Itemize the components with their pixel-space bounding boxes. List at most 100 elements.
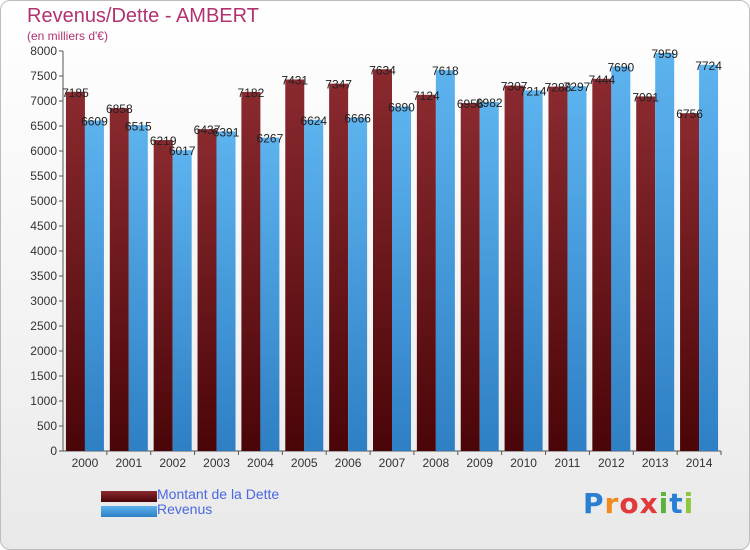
- x-tick-label: 2000: [72, 456, 99, 470]
- bar-dette: [636, 96, 656, 451]
- data-label-dette: 6958: [457, 97, 484, 111]
- bar-revenus: [567, 86, 587, 452]
- bar-revenus: [84, 120, 104, 452]
- bar-dette: [285, 79, 305, 451]
- bar-dette: [241, 91, 261, 452]
- data-label-dette: 7347: [325, 78, 352, 92]
- x-tick-label: 2003: [203, 456, 230, 470]
- logo-letter: x: [639, 487, 659, 520]
- bar-revenus: [392, 106, 411, 451]
- data-label-revenus: 6666: [344, 112, 371, 126]
- x-tick-label: 2004: [247, 456, 274, 470]
- data-label-revenus: 6267: [257, 132, 284, 146]
- y-tick-label: 1000: [30, 394, 57, 408]
- x-tick-label: 2002: [159, 456, 186, 470]
- y-tick-label: 2500: [30, 319, 57, 333]
- bar-dette: [373, 69, 392, 452]
- proxiti-logo: Proxiti: [583, 487, 694, 520]
- data-label-revenus: 7690: [607, 61, 634, 75]
- x-tick-label: 2011: [555, 456, 581, 470]
- bar-dette: [197, 129, 217, 451]
- y-tick-label: 0: [50, 444, 57, 458]
- data-label-dette: 6858: [106, 102, 133, 116]
- data-label-dette: 6219: [150, 134, 177, 148]
- y-tick-label: 5500: [30, 169, 57, 183]
- bar-revenus: [260, 137, 280, 451]
- y-tick-label: 2000: [30, 344, 57, 358]
- bar-dette: [329, 83, 349, 452]
- bar-revenus: [523, 90, 543, 452]
- bar-dette: [65, 91, 85, 451]
- logo-letter: i: [683, 487, 695, 520]
- data-label-revenus: 7297: [564, 80, 591, 94]
- bar-revenus: [611, 66, 631, 451]
- data-label-revenus: 6515: [125, 119, 152, 133]
- y-tick-label: 500: [37, 419, 57, 433]
- logo-letter: r: [604, 487, 620, 520]
- legend-swatch-dette: [101, 491, 157, 502]
- x-tick-label: 2010: [510, 456, 537, 470]
- x-tick-label: 2014: [686, 456, 713, 470]
- bar-dette: [416, 94, 436, 452]
- bar-revenus: [699, 64, 719, 452]
- data-label-revenus: 6624: [300, 114, 327, 128]
- bar-revenus: [128, 125, 148, 451]
- legend-label-dette: Montant de la Dette: [157, 486, 280, 502]
- bar-revenus: [172, 150, 192, 451]
- data-label-revenus: 7724: [695, 59, 722, 73]
- data-label-dette: 6756: [676, 107, 703, 121]
- data-label-revenus: 6890: [388, 101, 415, 115]
- data-label-revenus: 7959: [651, 47, 678, 61]
- y-tick-label: 1500: [30, 369, 57, 383]
- y-tick-label: 7500: [30, 69, 57, 83]
- data-label-dette: 7091: [632, 90, 659, 104]
- data-label-revenus: 6017: [169, 144, 196, 158]
- y-tick-label: 6500: [30, 119, 57, 133]
- x-tick-label: 2001: [115, 456, 142, 470]
- x-tick-label: 2005: [291, 456, 318, 470]
- y-tick-label: 3500: [30, 269, 57, 283]
- logo-letter: i: [658, 487, 670, 520]
- legend-label-revenus: Revenus: [157, 501, 213, 517]
- chart-subtitle: (en milliers d'€): [27, 29, 108, 43]
- data-label-dette: 7431: [281, 73, 308, 87]
- y-tick-label: 8000: [30, 44, 57, 58]
- x-tick-label: 2013: [642, 456, 669, 470]
- bar-revenus: [304, 119, 324, 452]
- data-label-revenus: 7618: [432, 64, 459, 78]
- bar-dette: [460, 103, 480, 451]
- x-tick-label: 2006: [335, 456, 362, 470]
- data-label-dette: 7288: [545, 81, 572, 95]
- chart-title: Revenus/Dette - AMBERT: [27, 5, 259, 27]
- data-label-dette: 6437: [194, 123, 221, 137]
- bar-dette: [153, 140, 173, 452]
- data-label-dette: 7634: [369, 63, 396, 77]
- data-label-revenus: 6982: [476, 96, 503, 110]
- logo-letter: t: [669, 487, 684, 520]
- bar-dette: [109, 108, 129, 451]
- bar-dette: [592, 78, 612, 452]
- y-tick-label: 4000: [30, 244, 57, 258]
- logo-letter: P: [583, 487, 605, 520]
- bar-revenus: [348, 117, 368, 451]
- y-tick-label: 6000: [30, 144, 57, 158]
- bar-dette: [680, 113, 700, 451]
- data-label-revenus: 7214: [520, 84, 547, 98]
- y-tick-label: 5000: [30, 194, 57, 208]
- y-tick-label: 3000: [30, 294, 57, 308]
- bar-revenus: [479, 101, 499, 452]
- bar-revenus: [435, 70, 455, 451]
- data-label-revenus: 6609: [81, 115, 108, 129]
- data-label-dette: 7444: [588, 73, 615, 87]
- x-tick-label: 2009: [466, 456, 493, 470]
- bar-revenus: [216, 131, 236, 451]
- data-label-dette: 7182: [238, 86, 265, 100]
- x-tick-label: 2008: [423, 456, 450, 470]
- data-label-revenus: 6391: [213, 125, 240, 139]
- y-tick-label: 7000: [30, 94, 57, 108]
- x-tick-label: 2007: [379, 456, 406, 470]
- x-tick-label: 2012: [598, 456, 625, 470]
- data-label-dette: 7124: [413, 89, 440, 103]
